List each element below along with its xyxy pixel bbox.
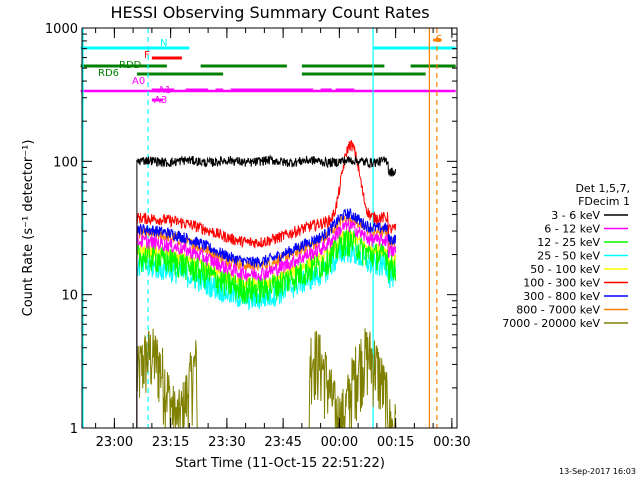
series-line: [136, 207, 397, 428]
legend-entry-label: 12 - 25 keV: [537, 236, 600, 249]
y-axis-label: Count Rate (s⁻¹ detector⁻¹): [21, 140, 36, 317]
series-line: [136, 328, 397, 429]
legend-header: FDecim 1: [578, 195, 630, 208]
y-tick-label: 1000: [45, 22, 78, 37]
y-tick-label: 10: [61, 289, 78, 304]
flag-label: A0: [132, 76, 145, 87]
legend-entry-label: 25 - 50 keV: [537, 250, 600, 263]
x-tick-label: 23:45: [264, 435, 301, 450]
chart-title: HESSI Observing Summary Count Rates: [110, 3, 429, 22]
axes: 1 10 100 1000 23:00 23:15 23:30 23:45 00:00 00:15…: [45, 22, 471, 450]
series-line: [136, 154, 397, 428]
legend-entry-label: 100 - 300 keV: [523, 277, 600, 290]
series-line: [136, 219, 397, 428]
legend-entry-label: 7000 - 20000 keV: [502, 317, 600, 330]
flag-label: A1: [158, 85, 171, 96]
x-tick-label: 00:00: [321, 435, 358, 450]
x-tick-label: 23:30: [208, 435, 245, 450]
x-tick-label: 00:30: [433, 435, 470, 450]
flag-label: RDD: [119, 60, 142, 71]
flag-label: N: [160, 38, 167, 49]
plot-border: [81, 27, 458, 429]
legend-entry-label: 300 - 800 keV: [523, 290, 600, 303]
legend-entry-label: 50 - 100 keV: [530, 263, 600, 276]
footer-timestamp: 13-Sep-2017 16:03: [559, 467, 636, 476]
series-line: [136, 229, 397, 428]
legend-entry-label: 800 - 7000 keV: [516, 304, 600, 317]
flag-label: S: [436, 34, 442, 45]
flag-label: A3: [154, 95, 167, 106]
y-tick-label: 1: [70, 422, 78, 437]
legend-header: Det 1,5,7,: [575, 182, 630, 195]
legend-entry-label: 3 - 6 keV: [551, 209, 600, 222]
legend-entry-label: 6 - 12 keV: [544, 223, 600, 236]
x-axis-label: Start Time (11-Oct-15 22:51:22): [175, 456, 385, 471]
x-tick-label: 23:15: [152, 435, 189, 450]
flag-label: RD6: [98, 68, 119, 79]
y-tick-label: 100: [53, 155, 78, 170]
x-tick-label: 00:15: [377, 435, 414, 450]
series-line: [136, 139, 397, 428]
series-lines: [136, 139, 397, 429]
x-tick-label: 23:00: [96, 435, 133, 450]
flag-label: F: [144, 50, 150, 61]
